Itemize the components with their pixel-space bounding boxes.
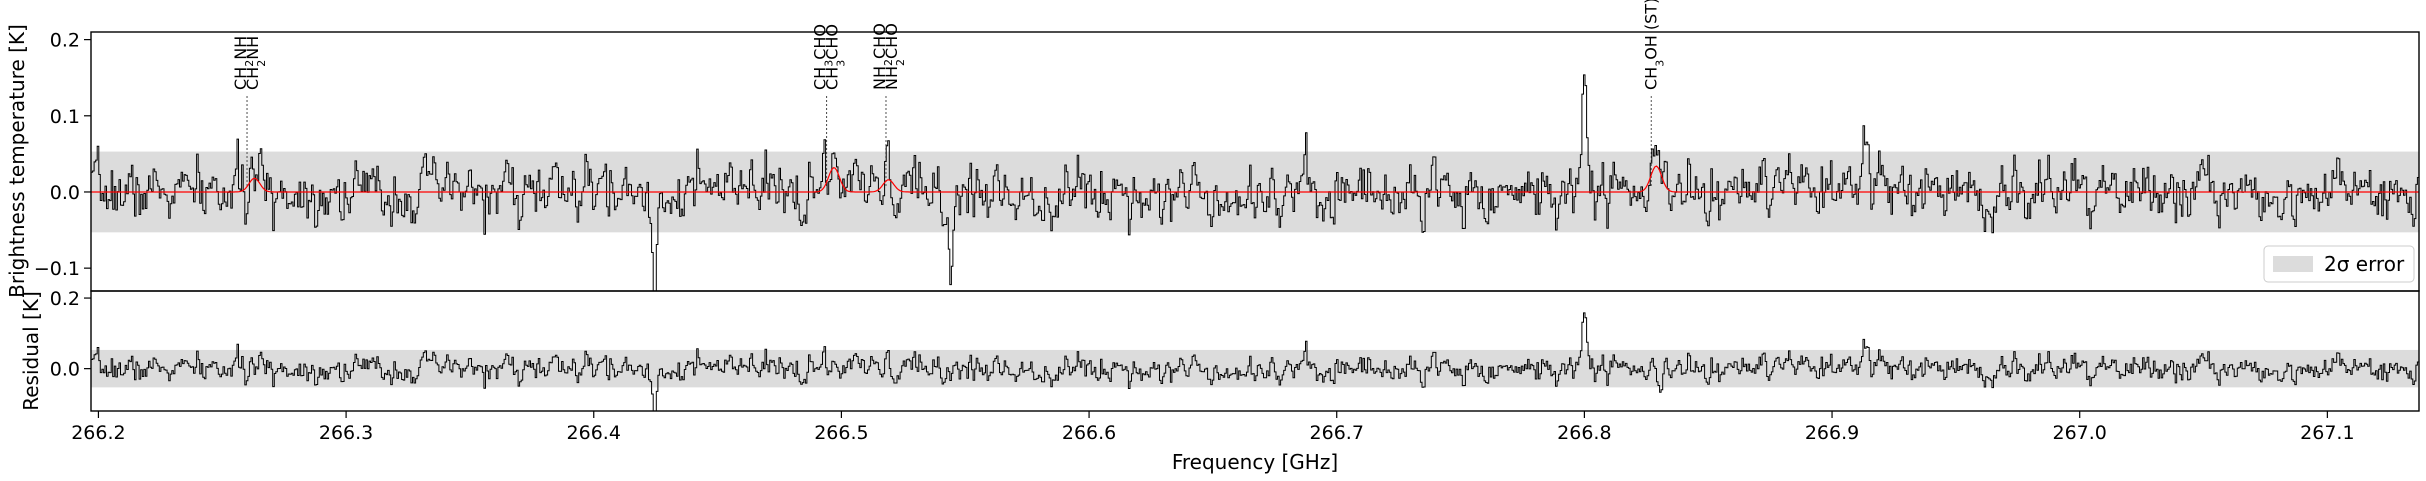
legend-label: 2σ error [2324,252,2405,276]
top-line-markers [246,96,1652,186]
line-marker-label: CH2NH [231,36,256,90]
top-y-ticks: −0.1 0.0 0.1 0.2 [34,30,91,280]
bottom-ytick-label: 0.0 [50,359,80,381]
top-series [91,74,2419,291]
bottom-y-axis-label: Residual [K] [19,291,43,411]
top-ytick-label: −0.1 [34,258,80,280]
bottom-xtick-label: 267.1 [2300,422,2354,444]
observed-spectrum-line [91,74,2419,291]
bottom-axes-frame [90,290,2420,412]
legend-swatch [2273,256,2313,272]
bottom-series [91,312,2419,411]
bottom-xtick-label: 266.8 [1557,422,1611,444]
bottom-x-ticks: 266.2 266.3 266.4 266.5 266.6 266.7 266.8 266.9… [71,411,2355,444]
legend: 2σ error [2263,245,2415,283]
bottom-y-ticks: 0.0 0.2 [50,288,91,381]
bottom-xtick-label: 266.7 [1310,422,1364,444]
bottom-xtick-label: 266.6 [1062,422,1116,444]
top-ytick-label: 0.1 [50,106,80,128]
line-marker-label: NH2CHO [882,23,907,90]
legend-box [2263,245,2415,283]
bottom-xtick-label: 266.4 [567,422,621,444]
bottom-xtick-label: 266.5 [814,422,868,444]
bottom-xtick-label: 266.3 [319,422,373,444]
bottom-xtick-label: 266.2 [71,422,125,444]
top-ytick-label: 0.0 [50,182,80,204]
x-axis-label: Frequency [GHz] [1172,450,1338,474]
line-marker-label: CH3CHO [811,24,836,90]
bottom-panel: 0.00.2 266.2 266.3 266.4 266.5 266.6 266.7 266… [19,288,2420,474]
bottom-ytick-label: 0.2 [50,288,80,310]
bottom-xtick-label: 267.0 [2053,422,2107,444]
line-marker-label: NH2CHO [870,23,895,90]
top-y-axis-label: Brightness temperature [K] [5,24,29,298]
residual-spectrum-line [91,312,2419,411]
line-marker-label: CH2NH [243,36,268,90]
bottom-xtick-label: 266.9 [1805,422,1859,444]
line-marker-label: CH3CHO [823,24,848,90]
line-marker-label: CH3OH (ST) [1641,0,1666,90]
top-ytick-label: 0.2 [50,30,80,52]
model-spectrum-line [91,165,2419,193]
